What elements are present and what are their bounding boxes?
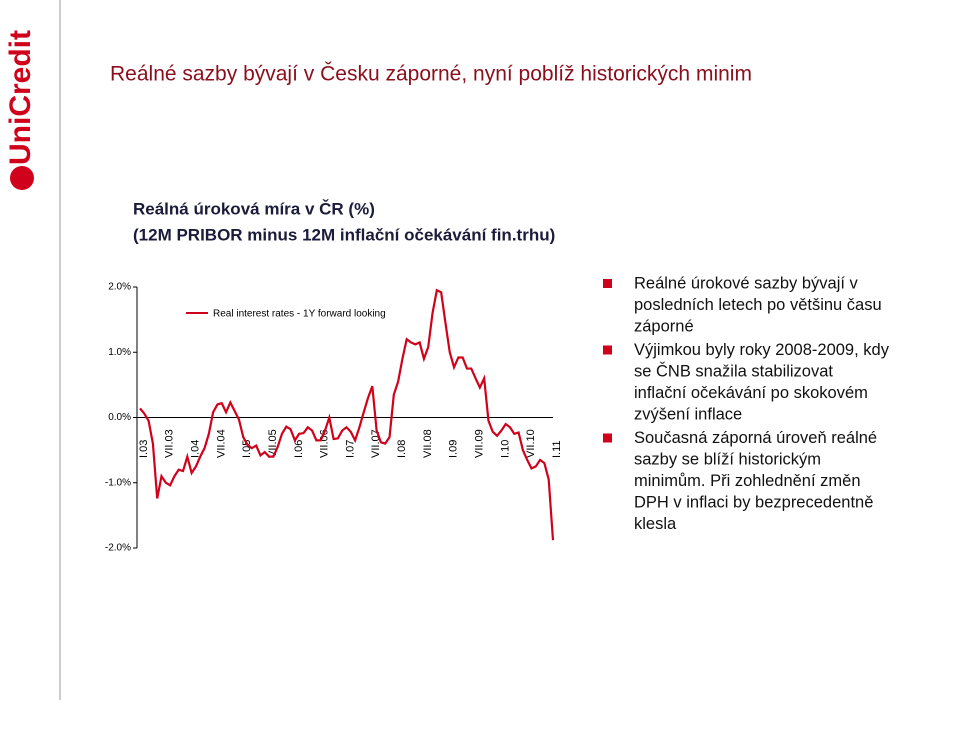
x-tick-label: I.06 xyxy=(293,440,305,458)
x-tick-label: VII.04 xyxy=(215,429,227,458)
x-tick-label: I.05 xyxy=(241,440,253,458)
x-tick-label: I.08 xyxy=(396,440,408,458)
bullet-text: Výjimkou byly roky 2008-2009, kdy xyxy=(634,341,890,359)
x-tick-label: I.03 xyxy=(138,440,150,458)
x-tick-label: I.09 xyxy=(448,440,460,458)
plot: 2.0% 1.0% 0.0% -1.0% -2.0% I.03 VII.03 I.04 VII.… xyxy=(105,282,563,554)
bullet-text: klesla xyxy=(634,515,677,533)
y-tick-label: 2.0% xyxy=(108,282,131,293)
bullet-text: Současná záporná úroveň reálné xyxy=(634,429,877,447)
chart-title: Reálná úroková míra v ČR (%) xyxy=(133,199,375,218)
y-tick-label: 0.0% xyxy=(108,412,131,423)
x-tick-label: VII.05 xyxy=(267,429,279,458)
bullet-marker xyxy=(603,433,612,443)
x-tick-label: I.10 xyxy=(499,440,511,458)
bullet-text: posledních letech po většinu času xyxy=(634,296,882,314)
bullet-text: se ČNB snažila stabilizovat xyxy=(634,361,833,380)
bullet-text: zvýšení inflace xyxy=(634,405,742,423)
chart-subtitle: (12M PRIBOR minus 12M inflační očekávání… xyxy=(133,225,555,244)
bullet-marker xyxy=(603,345,612,355)
bullet-text: DPH v inflaci by bezprecedentně xyxy=(634,493,873,511)
x-tick-label: VII.10 xyxy=(525,429,537,458)
logo: UniCredit xyxy=(4,30,37,165)
legend-label: Real interest rates - 1Y forward looking xyxy=(213,309,386,320)
x-tick-label: I.07 xyxy=(344,440,356,458)
bullet-text: záporné xyxy=(634,317,694,335)
bullet-text: inflační očekávání po skokovém xyxy=(634,384,868,402)
bullet-text: minimům. Při zohlednění změn xyxy=(634,472,861,490)
y-tick-label: -2.0% xyxy=(105,543,131,554)
x-tick-label: I.11 xyxy=(551,440,563,458)
slide-title: Reálné sazby bývají v Česku záporné, nyn… xyxy=(110,63,752,86)
x-tick-label: VII.08 xyxy=(422,429,434,458)
x-tick-label: VII.03 xyxy=(164,429,176,458)
bullet-text: sazby se blíží historickým xyxy=(634,450,821,468)
y-tick-label: -1.0% xyxy=(105,477,131,488)
bullet-text: Reálné úrokové sazby bývají v xyxy=(634,274,859,292)
x-tick-label: I.04 xyxy=(190,440,202,458)
line-series xyxy=(139,288,555,541)
y-tick-label: 1.0% xyxy=(108,347,131,358)
x-tick-label: VII.09 xyxy=(473,429,485,458)
x-tick-label: VII.07 xyxy=(370,429,382,458)
bullet-marker xyxy=(603,279,612,288)
bullets: Reálné úrokové sazby bývají v posledních … xyxy=(603,274,890,533)
logo-icon xyxy=(10,166,34,190)
